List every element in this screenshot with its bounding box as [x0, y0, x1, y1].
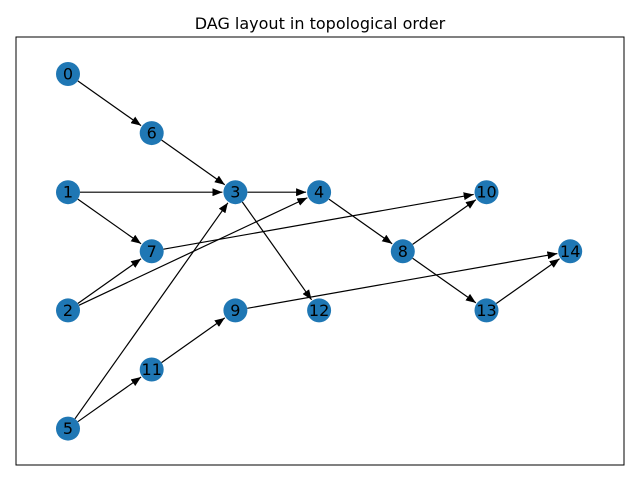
node-6: 6 [139, 121, 164, 146]
node-5: 5 [56, 416, 80, 441]
edge-4-to-8 [328, 198, 393, 245]
node-circle [307, 180, 332, 205]
node-label: 14 [560, 242, 580, 261]
node-label: 12 [309, 301, 329, 320]
figure-title: DAG layout in topological order [195, 14, 446, 33]
edge-6-to-3 [161, 139, 226, 186]
node-label: 3 [230, 183, 240, 202]
edge-1-to-7 [77, 198, 142, 245]
edges-layer [74, 80, 560, 423]
edge-7-to-10 [163, 192, 474, 250]
edge-8-to-10 [412, 199, 477, 245]
node-11: 11 [139, 357, 164, 382]
edge-3-to-12 [241, 201, 313, 301]
edge-5-to-3 [74, 202, 229, 420]
node-9: 9 [223, 298, 248, 323]
node-label: 0 [63, 65, 73, 84]
node-label: 6 [147, 124, 157, 143]
node-label: 5 [63, 419, 73, 438]
axes-frame [15, 36, 625, 466]
node-circle [223, 298, 248, 323]
node-circle [223, 180, 248, 205]
node-circle [307, 298, 332, 323]
node-12: 12 [307, 298, 332, 323]
node-circle [56, 180, 80, 205]
edge-11-to-9 [161, 317, 226, 364]
node-label: 8 [398, 242, 408, 261]
node-7: 7 [139, 239, 164, 264]
node-4: 4 [307, 180, 332, 205]
edge-5-to-11 [77, 376, 142, 423]
edge-8-to-13 [412, 257, 477, 304]
node-circle [56, 416, 80, 441]
node-label: 4 [314, 183, 324, 202]
node-label: 11 [142, 360, 162, 379]
node-circle [474, 298, 499, 323]
edge-0-to-6 [77, 80, 142, 127]
node-circle [139, 121, 164, 146]
node-3: 3 [223, 180, 248, 205]
node-13: 13 [474, 298, 499, 323]
edge-9-to-14 [247, 251, 558, 309]
node-label: 2 [63, 301, 73, 320]
node-14: 14 [558, 239, 583, 264]
node-10: 10 [474, 180, 499, 205]
node-label: 9 [230, 301, 240, 320]
node-circle [56, 62, 80, 86]
node-8: 8 [390, 239, 415, 264]
node-circle [474, 180, 499, 205]
node-circle [139, 239, 164, 264]
node-label: 13 [476, 301, 496, 320]
node-label: 7 [147, 242, 157, 261]
node-1: 1 [56, 180, 80, 205]
node-circle [56, 298, 80, 323]
node-0: 0 [56, 62, 80, 86]
edge-13-to-14 [495, 258, 560, 304]
node-circle [390, 239, 415, 264]
node-label: 1 [63, 183, 73, 202]
node-circle [139, 357, 164, 382]
node-circle [558, 239, 583, 264]
node-label: 10 [476, 183, 496, 202]
node-2: 2 [56, 298, 80, 323]
edge-2-to-7 [77, 258, 142, 304]
